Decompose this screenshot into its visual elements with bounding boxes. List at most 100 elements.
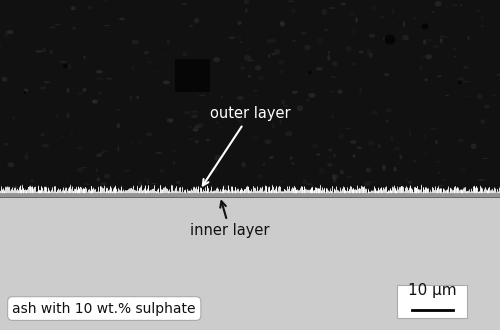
Polygon shape: [180, 187, 181, 194]
Polygon shape: [364, 186, 365, 194]
Polygon shape: [375, 188, 376, 194]
Polygon shape: [207, 185, 208, 194]
Polygon shape: [71, 188, 72, 194]
Ellipse shape: [424, 153, 427, 154]
Ellipse shape: [258, 75, 265, 81]
Polygon shape: [492, 188, 493, 194]
Polygon shape: [184, 190, 185, 194]
Polygon shape: [487, 189, 488, 194]
Polygon shape: [476, 186, 477, 194]
Polygon shape: [99, 191, 100, 194]
Polygon shape: [411, 188, 412, 194]
Polygon shape: [355, 189, 356, 194]
Polygon shape: [48, 187, 49, 194]
Polygon shape: [9, 186, 10, 194]
Polygon shape: [283, 191, 284, 194]
Ellipse shape: [269, 156, 274, 159]
Polygon shape: [170, 191, 171, 194]
Ellipse shape: [318, 168, 325, 174]
Ellipse shape: [364, 181, 371, 186]
Polygon shape: [97, 191, 98, 194]
Ellipse shape: [151, 183, 157, 184]
Ellipse shape: [24, 91, 26, 94]
Ellipse shape: [481, 25, 484, 27]
Polygon shape: [381, 187, 382, 194]
Ellipse shape: [92, 101, 96, 102]
Polygon shape: [493, 190, 494, 194]
Ellipse shape: [132, 40, 138, 45]
Polygon shape: [490, 190, 491, 194]
Polygon shape: [426, 187, 427, 194]
Ellipse shape: [167, 118, 173, 121]
Polygon shape: [340, 187, 341, 194]
Polygon shape: [42, 187, 43, 194]
Polygon shape: [73, 191, 74, 194]
Polygon shape: [403, 186, 404, 194]
Polygon shape: [174, 190, 175, 194]
Ellipse shape: [306, 46, 308, 47]
Ellipse shape: [228, 37, 235, 39]
Ellipse shape: [280, 22, 281, 24]
Ellipse shape: [198, 123, 204, 128]
Polygon shape: [306, 189, 307, 194]
Polygon shape: [66, 187, 67, 194]
Polygon shape: [322, 187, 323, 194]
Ellipse shape: [246, 49, 250, 50]
Ellipse shape: [448, 190, 453, 195]
Polygon shape: [457, 187, 458, 194]
Polygon shape: [313, 190, 314, 194]
Ellipse shape: [324, 28, 328, 32]
Polygon shape: [81, 187, 82, 194]
Polygon shape: [164, 187, 165, 194]
Polygon shape: [460, 189, 461, 194]
Polygon shape: [68, 188, 69, 194]
Polygon shape: [369, 191, 370, 194]
Polygon shape: [19, 187, 20, 194]
Polygon shape: [308, 189, 309, 194]
Polygon shape: [26, 190, 27, 194]
Ellipse shape: [119, 18, 125, 20]
Ellipse shape: [95, 77, 102, 80]
Polygon shape: [39, 190, 40, 194]
Ellipse shape: [366, 168, 368, 171]
Polygon shape: [45, 186, 46, 194]
Polygon shape: [199, 191, 200, 194]
Ellipse shape: [431, 11, 436, 13]
Polygon shape: [114, 187, 115, 194]
Polygon shape: [331, 191, 332, 194]
Polygon shape: [231, 186, 232, 194]
Polygon shape: [137, 185, 138, 194]
Polygon shape: [142, 190, 143, 194]
Polygon shape: [124, 190, 125, 194]
Polygon shape: [323, 189, 324, 194]
Ellipse shape: [332, 174, 338, 180]
Polygon shape: [497, 189, 498, 194]
Polygon shape: [391, 190, 392, 194]
Polygon shape: [420, 189, 421, 194]
Polygon shape: [173, 191, 174, 194]
Polygon shape: [362, 186, 363, 194]
Polygon shape: [307, 190, 308, 194]
Ellipse shape: [238, 119, 244, 123]
Polygon shape: [194, 187, 195, 194]
Ellipse shape: [424, 134, 426, 138]
Polygon shape: [30, 185, 31, 194]
Ellipse shape: [346, 46, 352, 51]
Polygon shape: [189, 191, 190, 194]
Ellipse shape: [26, 150, 28, 153]
Ellipse shape: [297, 105, 304, 111]
Ellipse shape: [349, 63, 356, 65]
Polygon shape: [167, 189, 168, 194]
Polygon shape: [429, 191, 430, 194]
Polygon shape: [40, 190, 41, 194]
Ellipse shape: [405, 179, 408, 182]
Polygon shape: [444, 188, 445, 194]
Polygon shape: [263, 190, 264, 194]
Polygon shape: [475, 187, 476, 194]
Ellipse shape: [146, 132, 152, 137]
Polygon shape: [28, 187, 29, 194]
Polygon shape: [295, 187, 296, 194]
Ellipse shape: [414, 17, 416, 20]
Polygon shape: [287, 186, 288, 194]
Ellipse shape: [71, 6, 76, 10]
